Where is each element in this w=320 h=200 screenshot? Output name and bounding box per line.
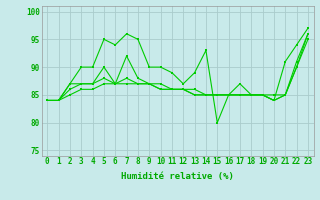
X-axis label: Humidité relative (%): Humidité relative (%) xyxy=(121,172,234,181)
